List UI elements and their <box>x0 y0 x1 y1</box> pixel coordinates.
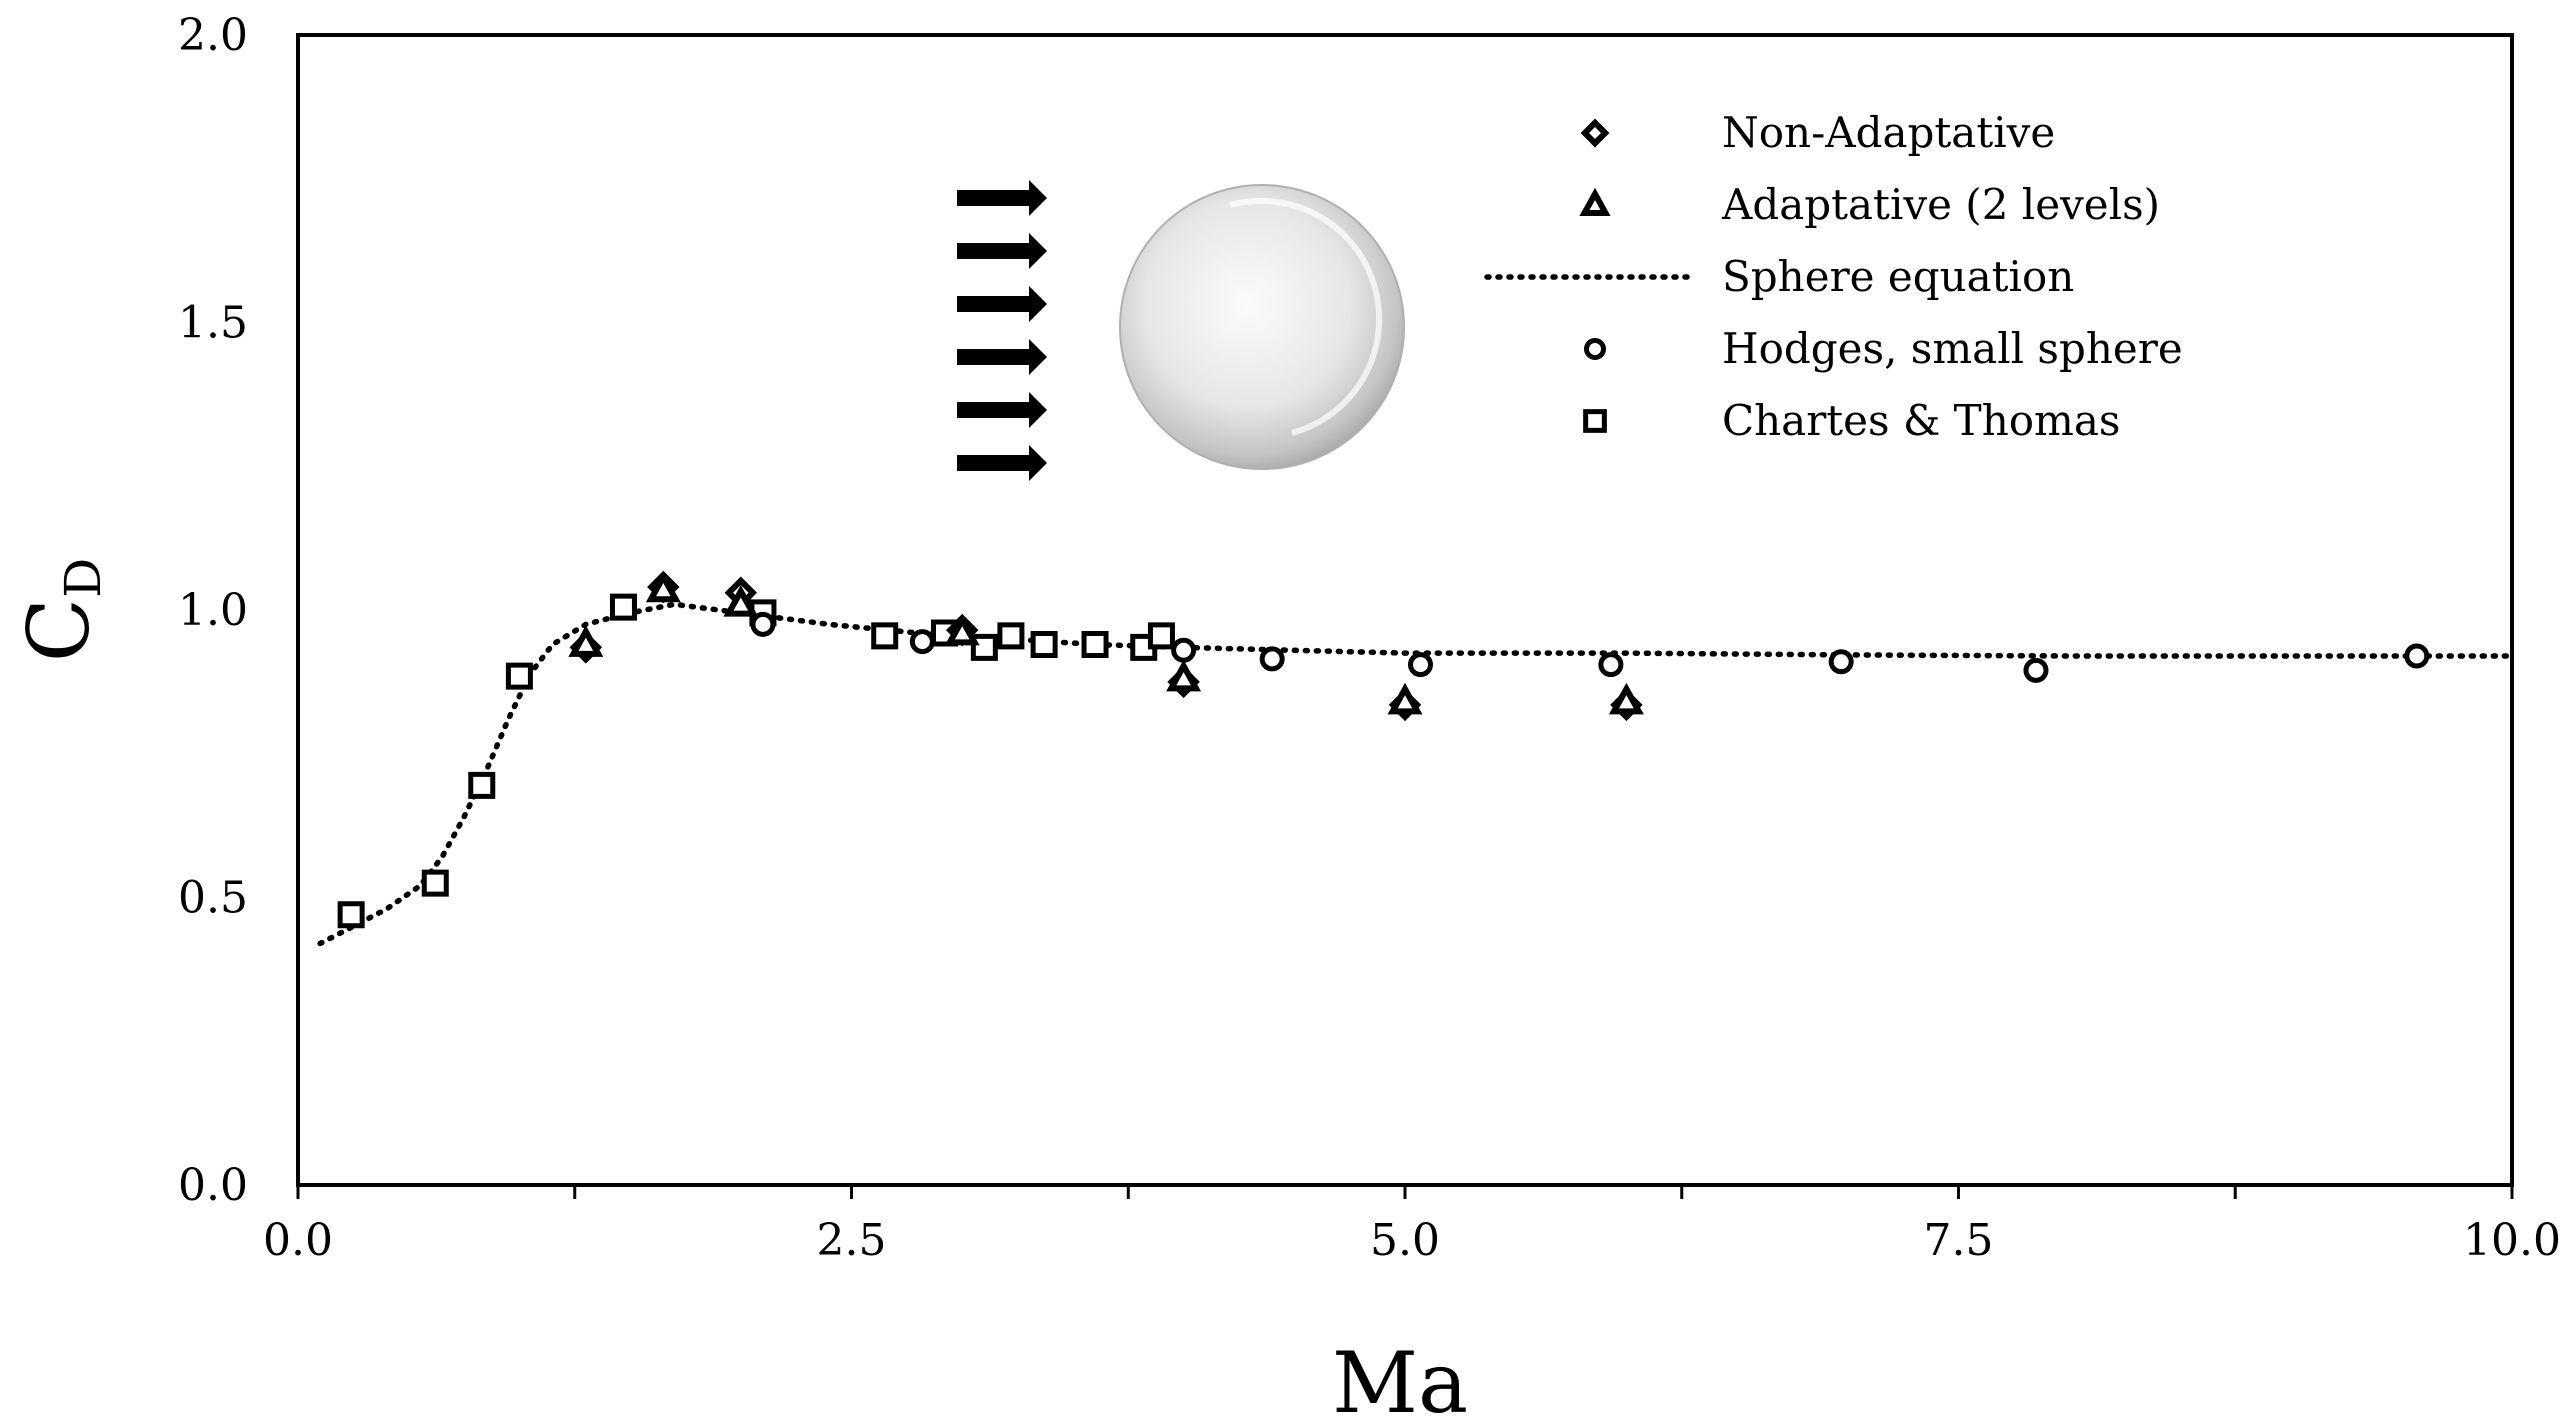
data-point-circle <box>1598 652 1624 678</box>
data-point-square <box>609 593 637 621</box>
data-point-triangle <box>1166 659 1202 692</box>
data-point-square <box>505 662 533 690</box>
data-point-square <box>1147 622 1175 650</box>
data-point-circle <box>2404 643 2430 669</box>
flow-arrow-icon <box>957 233 1047 269</box>
y-axis: 0.0 0.5 1.0 1.5 2.0 <box>178 10 248 1211</box>
data-point-circle <box>750 611 776 637</box>
legend-label: Sphere equation <box>1722 252 2074 301</box>
data-series <box>317 570 2515 947</box>
y-tick-label: 1.5 <box>178 298 248 349</box>
x-axis-title: Ma <box>1332 1334 1468 1419</box>
x-tick-label: 0.0 <box>263 1215 333 1266</box>
data-point-triangle <box>1387 682 1423 715</box>
data-point-square <box>1081 631 1109 658</box>
data-point-circle <box>1407 652 1433 678</box>
x-axis: 0.0 2.5 5.0 7.5 10.0 <box>263 1185 2561 1266</box>
legend-item-sphere-equation: Sphere equation <box>1484 252 2074 301</box>
legend: Non-Adaptative Adaptative (2 levels) Spher… <box>1484 108 2183 445</box>
sphere-icon <box>1119 184 1405 470</box>
legend-marker-triangle <box>1579 187 1611 216</box>
flow-arrow-icon <box>957 445 1047 481</box>
flow-arrow-icon <box>957 339 1047 375</box>
legend-item-chartes-thomas: Chartes & Thomas <box>1583 396 2120 445</box>
data-point-circle <box>2023 657 2049 683</box>
legend-label: Hodges, small sphere <box>1722 324 2183 373</box>
y-tick-label: 0.5 <box>178 873 248 924</box>
flow-arrows <box>957 180 1047 481</box>
data-point-square <box>468 771 496 799</box>
data-point-circle <box>1828 649 1854 675</box>
data-point-square <box>421 869 449 897</box>
sphere-illustration <box>957 180 1405 481</box>
x-tick-label: 5.0 <box>1370 1215 1440 1266</box>
legend-marker-diamond <box>1580 118 1610 148</box>
legend-marker-square <box>1583 409 1607 433</box>
series-adaptative-2-levels <box>568 570 1644 715</box>
data-point-triangle <box>944 613 980 646</box>
series-sphere-equation <box>317 601 2515 947</box>
y-tick-label: 1.0 <box>178 585 248 636</box>
legend-item-non-adaptative: Non-Adaptative <box>1580 108 2055 157</box>
data-point-triangle <box>645 570 681 603</box>
x-tick-label: 7.5 <box>1924 1215 1994 1266</box>
data-point-square <box>871 622 899 650</box>
y-axis-title: CD <box>10 558 112 662</box>
flow-arrow-icon <box>957 180 1047 216</box>
y-tick-label: 2.0 <box>178 10 248 61</box>
data-point-square <box>337 901 365 929</box>
data-point-square <box>970 633 998 661</box>
series-hodges-small-sphere <box>750 611 2430 683</box>
data-point-triangle <box>568 625 604 657</box>
data-point-circle <box>909 629 935 655</box>
y-tick-label: 0.0 <box>178 1160 248 1211</box>
legend-marker-circle <box>1584 338 1606 360</box>
data-point-triangle <box>723 585 759 617</box>
sphere-highlight <box>1229 197 1383 436</box>
flow-arrow-icon <box>957 286 1047 322</box>
legend-item-adaptative-2-levels: Adaptative (2 levels) <box>1579 180 2160 229</box>
x-tick-label: 2.5 <box>817 1215 887 1266</box>
data-point-square <box>997 622 1025 650</box>
data-point-square <box>1030 631 1058 658</box>
y-axis-title-subscript: D <box>54 558 112 598</box>
data-point-triangle <box>1608 682 1644 715</box>
legend-item-hodges-small-sphere: Hodges, small sphere <box>1584 324 2183 373</box>
y-axis-title-main: C <box>10 598 108 662</box>
series-chartes-thomas <box>337 593 1175 929</box>
data-point-circle <box>1259 646 1285 672</box>
legend-label: Adaptative (2 levels) <box>1721 180 2160 229</box>
x-tick-label: 10.0 <box>2463 1215 2561 1266</box>
data-point-circle <box>1171 637 1197 663</box>
legend-label: Non-Adaptative <box>1722 108 2055 157</box>
legend-label: Chartes & Thomas <box>1722 396 2120 445</box>
flow-arrow-icon <box>957 392 1047 428</box>
sphere-equation-curve <box>317 601 2515 947</box>
